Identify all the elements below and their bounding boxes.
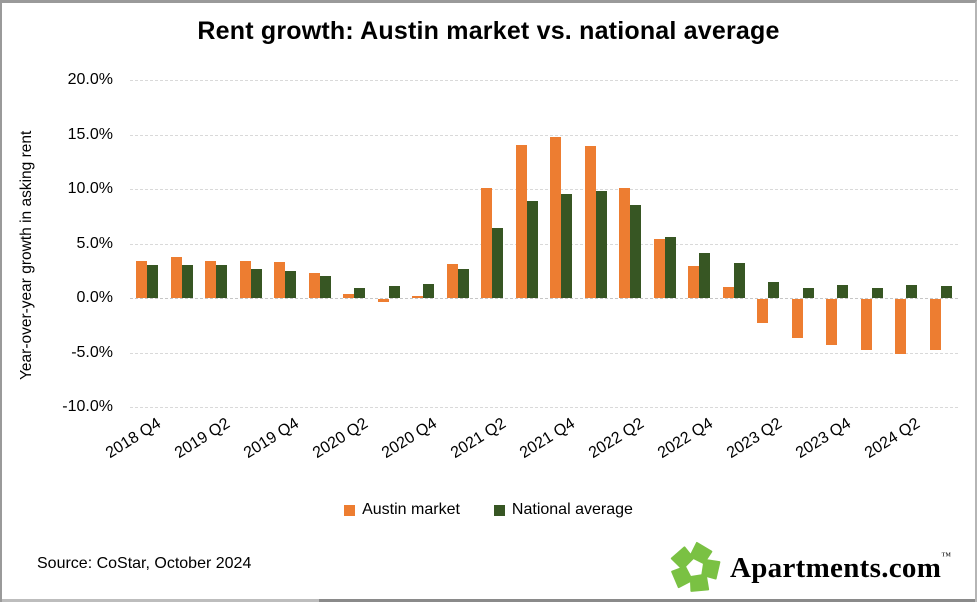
national-average-swatch-icon — [493, 504, 505, 516]
bar-austin-market-2023-q1 — [722, 287, 734, 298]
bar-national-average-2019-q4 — [285, 270, 297, 298]
bar-austin-market-2020-q3 — [377, 299, 389, 303]
plot-area — [130, 80, 958, 408]
bar-austin-market-2022-q4 — [688, 266, 700, 298]
bar-austin-market-2019-q3 — [239, 260, 251, 298]
bar-austin-market-2019-q4 — [274, 262, 286, 298]
bar-austin-market-2024-q2 — [895, 299, 907, 354]
bar-national-average-2022-q4 — [699, 253, 711, 298]
bar-austin-market-2021-q2 — [481, 187, 493, 298]
y-tick-label-5: 5.0% — [76, 234, 113, 252]
y-tick-label-10: 10.0% — [67, 180, 113, 197]
bar-austin-market-2020-q4 — [412, 295, 424, 298]
bar-national-average-2021-q3 — [526, 200, 538, 298]
x-tick-label-2020-q2: 2020 Q2 — [310, 415, 372, 462]
x-tick-label-2024-q2: 2024 Q2 — [862, 415, 924, 462]
bar-national-average-2023-q4 — [837, 284, 849, 298]
x-tick-label-2018-q4: 2018 Q4 — [103, 415, 165, 462]
bar-austin-market-2020-q1 — [308, 272, 320, 298]
y-tick-label--10: -10.0% — [62, 398, 113, 415]
gridline--10 — [130, 407, 958, 408]
logo-trademark: ™ — [941, 551, 951, 562]
gridline-0 — [130, 298, 958, 299]
x-tick-label-2019-q4: 2019 Q4 — [241, 415, 303, 462]
logo-text: Apartments.com — [730, 552, 942, 584]
chart-title: Rent growth: Austin market vs. national … — [197, 17, 780, 45]
bar-national-average-2024-q1 — [871, 288, 883, 298]
bar-austin-market-2023-q3 — [791, 299, 803, 339]
bar-austin-market-2024-q1 — [860, 299, 872, 351]
gridline--5 — [130, 352, 958, 354]
x-tick-label-2023-q4: 2023 Q4 — [793, 415, 855, 462]
bar-national-average-2020-q1 — [319, 276, 331, 298]
bar-austin-market-2022-q2 — [619, 187, 631, 298]
bar-austin-market-2022-q1 — [584, 146, 596, 298]
gridline-15 — [130, 134, 958, 136]
bar-national-average-2019-q1 — [181, 265, 193, 298]
bar-national-average-2021-q1 — [457, 268, 469, 298]
legend-label-austin-market: Austin market — [362, 501, 460, 518]
bar-national-average-2020-q3 — [388, 286, 400, 298]
gridline-5 — [130, 243, 958, 245]
bar-national-average-2022-q3 — [664, 236, 676, 298]
y-tick-label--5: -5.0% — [71, 343, 113, 361]
apartments-pinwheel-icon — [670, 541, 721, 592]
x-tick-label-2021-q4: 2021 Q4 — [517, 415, 579, 462]
bar-national-average-2024-q2 — [906, 284, 918, 298]
bar-national-average-2024-q3 — [940, 286, 952, 298]
bar-austin-market-2023-q2 — [757, 299, 769, 323]
legend-item-national-average: National average — [493, 501, 633, 519]
bar-national-average-2021-q4 — [561, 194, 573, 298]
gridline-10 — [130, 189, 958, 190]
bar-national-average-2018-q4 — [147, 265, 159, 298]
y-tick-label-15: 15.0% — [67, 125, 113, 143]
x-tick-label-2022-q2: 2022 Q2 — [586, 415, 648, 462]
x-tick-label-2020-q4: 2020 Q4 — [379, 415, 441, 462]
bar-national-average-2020-q2 — [354, 288, 366, 298]
y-tick-label-20: 20.0% — [67, 71, 113, 88]
logo-wordmark: Apartments.com™ — [730, 551, 951, 585]
bar-austin-market-2021-q1 — [446, 264, 458, 298]
legend: Austin market National average — [2, 501, 975, 519]
bar-austin-market-2019-q2 — [205, 260, 217, 298]
bottom-edge-right — [319, 599, 975, 602]
apartments-com-logo: Apartments.com™ — [668, 541, 951, 595]
bar-austin-market-2022-q3 — [653, 239, 665, 298]
x-tick-label-2022-q4: 2022 Q4 — [655, 415, 717, 462]
gridline-20 — [130, 80, 958, 81]
legend-item-austin-market: Austin market — [344, 501, 460, 519]
bar-austin-market-2023-q4 — [826, 299, 838, 345]
bar-national-average-2023-q3 — [802, 288, 814, 298]
bottom-edge-left — [2, 599, 319, 602]
x-tick-label-2021-q2: 2021 Q2 — [448, 415, 510, 462]
bar-national-average-2020-q4 — [423, 283, 435, 298]
bar-national-average-2023-q2 — [768, 281, 780, 298]
bar-austin-market-2020-q2 — [343, 293, 355, 298]
y-tick-label-0: 0.0% — [76, 289, 113, 306]
austin-market-swatch-icon — [344, 504, 356, 516]
x-tick-label-2019-q2: 2019 Q2 — [172, 415, 234, 462]
bar-austin-market-2024-q3 — [929, 299, 941, 351]
bar-austin-market-2021-q3 — [515, 145, 527, 298]
legend-label-national-average: National average — [511, 501, 633, 518]
bar-national-average-2021-q2 — [492, 228, 504, 298]
bar-austin-market-2021-q4 — [550, 136, 562, 298]
bar-national-average-2019-q3 — [250, 268, 262, 298]
bar-national-average-2022-q2 — [630, 205, 642, 298]
x-tick-label-2023-q2: 2023 Q2 — [724, 415, 786, 462]
bar-austin-market-2019-q1 — [170, 256, 182, 298]
bar-austin-market-2018-q4 — [136, 260, 148, 298]
bar-national-average-2023-q1 — [733, 263, 745, 298]
bar-national-average-2019-q2 — [216, 265, 228, 298]
source-note: Source: CoStar, October 2024 — [37, 555, 252, 572]
bar-national-average-2022-q1 — [595, 191, 607, 298]
